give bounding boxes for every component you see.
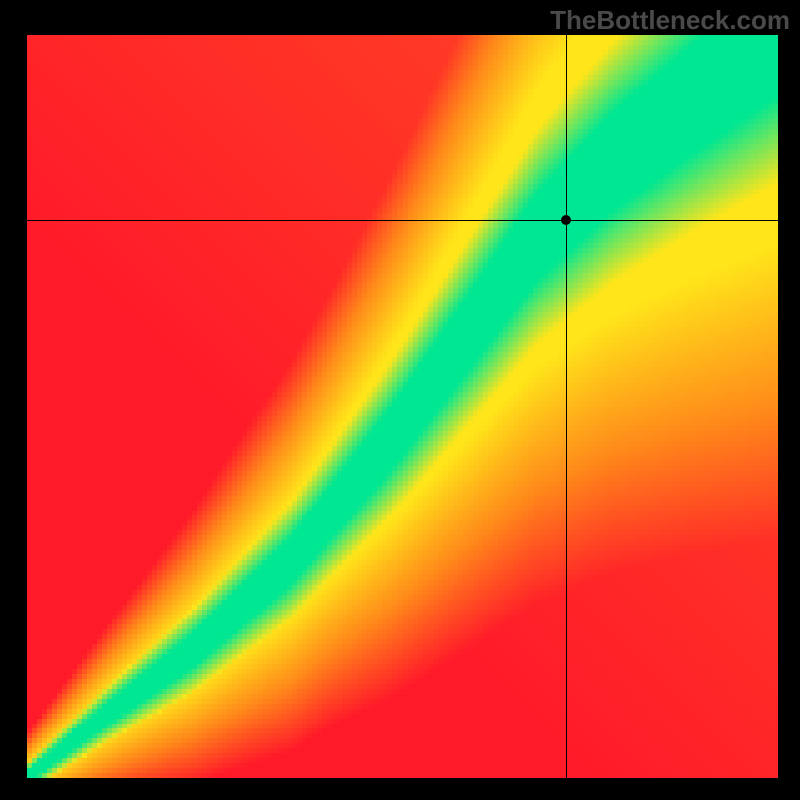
heatmap-plot [27, 35, 778, 778]
crosshair-horizontal [27, 220, 778, 221]
attribution-text: TheBottleneck.com [550, 5, 790, 36]
crosshair-vertical [566, 35, 567, 778]
data-point-marker [561, 215, 571, 225]
heatmap-canvas [27, 35, 778, 778]
